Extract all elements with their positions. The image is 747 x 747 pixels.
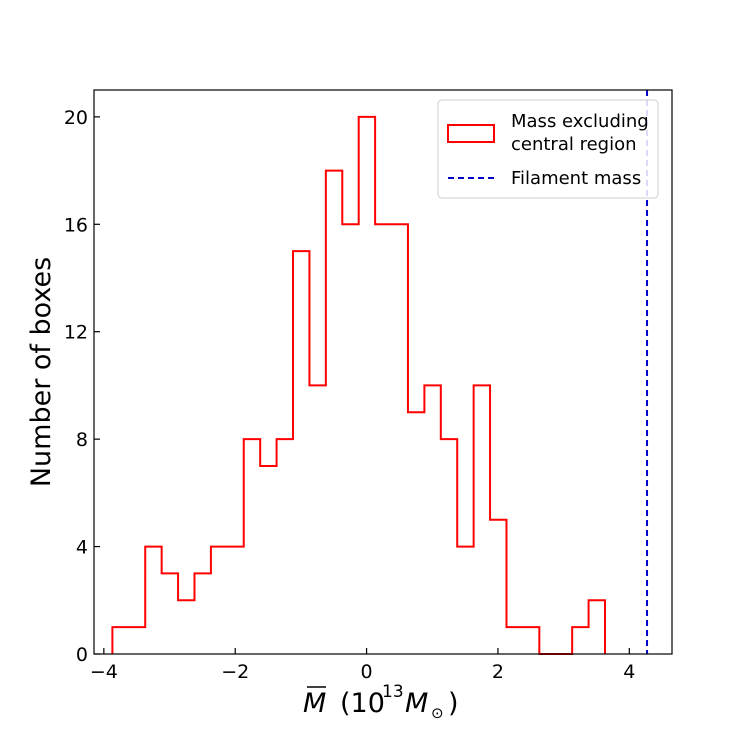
x-tick-label: 2 <box>492 661 504 683</box>
legend-label-filament: Filament mass <box>511 168 641 189</box>
histogram-bin <box>359 117 375 654</box>
histogram-bin <box>326 171 342 654</box>
histogram-bin <box>589 600 605 654</box>
y-tick-label: 0 <box>76 644 88 666</box>
histogram-bin <box>260 466 276 654</box>
histogram-bin <box>490 520 506 654</box>
x-label-symbol: M <box>303 688 326 719</box>
histogram-bin <box>145 547 161 654</box>
histogram-bin <box>162 573 178 654</box>
y-tick-label: 4 <box>76 537 88 559</box>
x-label-unit-close: ) <box>448 688 459 719</box>
histogram-bin <box>424 385 440 654</box>
histogram-bin <box>375 224 408 654</box>
legend-label-histogram-line1: Mass excluding <box>511 111 649 132</box>
legend-swatch-histogram <box>447 124 495 143</box>
histogram-bin <box>441 439 457 654</box>
histogram-bin <box>194 573 210 654</box>
histogram-bin <box>293 251 309 654</box>
histogram-bin <box>474 385 490 654</box>
histogram-bin <box>506 627 539 654</box>
y-tick-label: 8 <box>76 429 88 451</box>
x-tick-label: −2 <box>221 661 249 683</box>
legend-label-histogram-line2: central region <box>511 134 637 155</box>
x-label-sun-symbol: ⊙ <box>431 704 444 722</box>
histogram-bin <box>244 439 260 654</box>
y-tick-label: 16 <box>64 214 88 236</box>
x-tick-label: 4 <box>623 661 635 683</box>
histogram-step-line <box>111 115 607 655</box>
x-label-unit-mass: M <box>405 688 428 719</box>
histogram-bin <box>342 224 358 654</box>
histogram-bin <box>408 412 424 654</box>
ticks-group: −4 −2 0 2 4 0 4 8 12 16 20 <box>64 107 636 683</box>
x-label-exponent: 13 <box>382 682 404 702</box>
histogram-bin <box>112 627 145 654</box>
x-tick-label: 0 <box>361 661 373 683</box>
histogram-bin <box>178 600 194 654</box>
histogram-bin <box>277 439 293 654</box>
axes-frame <box>93 89 673 655</box>
y-axis-label: Number of boxes <box>26 257 57 487</box>
histogram-bin <box>309 385 325 654</box>
legend: Mass excluding central region Filament m… <box>437 99 659 199</box>
x-tick-label: −4 <box>90 661 118 683</box>
histogram-bin <box>572 627 588 654</box>
y-tick-label: 12 <box>64 322 88 344</box>
y-tick-label: 20 <box>64 107 88 129</box>
x-axis-label: M (10 13 M ⊙ ) <box>303 682 459 722</box>
histogram-bin <box>457 547 473 654</box>
histogram-bin <box>211 547 244 654</box>
x-label-unit-open: (10 <box>340 688 385 719</box>
